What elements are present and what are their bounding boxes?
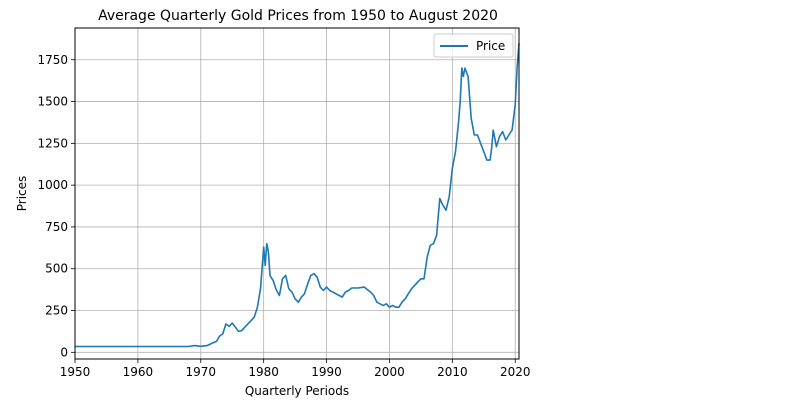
y-tick-label: 1000: [37, 178, 68, 192]
x-tick-label: 2010: [437, 365, 468, 379]
x-axis-label: Quarterly Periods: [245, 384, 349, 398]
y-tick-label: 0: [60, 345, 68, 359]
x-tick-label: 1970: [186, 365, 217, 379]
y-tick-label: 1500: [37, 95, 68, 109]
legend-label-price: Price: [476, 39, 505, 53]
series-line-price: [75, 42, 520, 348]
y-tick-label: 750: [45, 220, 68, 234]
y-tick-label: 500: [45, 262, 68, 276]
x-tick-label: 2020: [500, 365, 531, 379]
tick-layer: 1950 1960 1970 1980 1990 2000 2010 2020 0 250 500 7…: [37, 53, 530, 379]
x-tick-label: 1960: [123, 365, 154, 379]
y-tick-label: 250: [45, 304, 68, 318]
y-tick-label: 1750: [37, 53, 68, 67]
series-layer: [75, 42, 520, 348]
plot-frame: [74, 27, 520, 360]
x-tick-label: 1980: [248, 365, 279, 379]
legend-box: [433, 33, 514, 58]
y-axis-label: Prices: [15, 176, 29, 212]
grid-layer: [74, 28, 519, 359]
x-tick-label: 1990: [311, 365, 342, 379]
x-tick-label: 1950: [60, 365, 91, 379]
y-tick-label: 1250: [37, 136, 68, 150]
x-tick-label: 2000: [374, 365, 405, 379]
chart-title: Average Quarterly Gold Prices from 1950 …: [98, 8, 498, 24]
legend: Price: [433, 33, 514, 58]
